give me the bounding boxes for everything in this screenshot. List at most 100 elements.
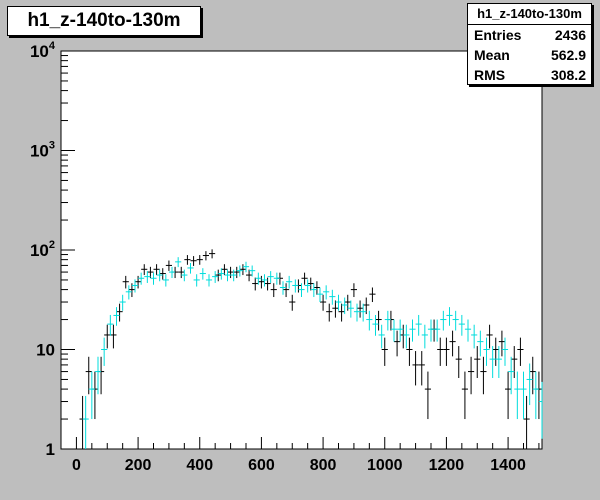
series-1: [82, 257, 543, 449]
data-point: [520, 371, 527, 420]
data-point: [110, 324, 117, 349]
histogram-title: h1_z-140to-130m: [7, 6, 201, 36]
data-point: [449, 330, 456, 357]
data-point: [486, 324, 493, 349]
data-point: [310, 283, 317, 298]
data-point: [168, 266, 176, 279]
data-point: [384, 310, 391, 331]
data-point: [335, 294, 342, 311]
data-point: [107, 314, 114, 336]
data-point: [301, 272, 308, 285]
data-point: [292, 279, 299, 293]
data-point: [372, 314, 379, 336]
data-point: [443, 337, 450, 366]
data-point: [122, 275, 129, 289]
y-axis: 1 10 102 103 104: [30, 40, 75, 459]
data-point: [532, 371, 539, 420]
data-point: [233, 266, 240, 279]
data-point: [409, 319, 416, 342]
stats-label: RMS: [474, 67, 506, 83]
data-point: [94, 356, 102, 395]
stats-value: 2436: [554, 27, 586, 43]
data-point: [455, 346, 462, 378]
data-point: [406, 337, 413, 366]
data-point: [209, 249, 216, 259]
data-point: [415, 314, 422, 336]
data-point: [249, 265, 256, 277]
data-point: [369, 287, 376, 303]
data-point: [434, 319, 441, 342]
data-point: [323, 285, 330, 300]
y-tick-label: 1: [46, 440, 55, 459]
data-point: [304, 279, 311, 293]
data-point: [538, 381, 543, 439]
data-point: [101, 337, 108, 366]
data-point: [267, 271, 274, 283]
data-point: [381, 337, 388, 366]
stats-row-mean: Mean 562.9: [468, 45, 591, 65]
data-point: [418, 351, 425, 386]
data-point: [159, 268, 166, 280]
data-point: [116, 303, 123, 322]
data-point: [458, 314, 465, 336]
data-point: [196, 255, 203, 265]
data-point: [88, 371, 95, 420]
data-point: [212, 271, 219, 283]
stats-value: 562.9: [550, 47, 586, 63]
data-point: [390, 319, 398, 342]
data-point: [193, 274, 200, 287]
data-point: [480, 356, 487, 395]
data-point: [452, 310, 459, 331]
stats-row-rms: RMS 308.2: [468, 65, 591, 85]
data-point: [437, 337, 444, 366]
data-point: [273, 272, 280, 285]
series-0: [79, 249, 542, 449]
y-tick-label: 10: [36, 341, 55, 360]
data-point: [138, 272, 145, 285]
data-point: [283, 283, 290, 298]
data-point: [175, 257, 182, 268]
data-point: [517, 337, 524, 366]
y-tick-label: 102: [30, 239, 55, 260]
data-point: [218, 268, 225, 280]
y-tick-label: 103: [30, 140, 55, 161]
stats-label: Entries: [474, 27, 522, 43]
stats-title: h1_z-140to-130m: [468, 4, 591, 25]
x-tick-label: 600: [248, 457, 275, 474]
data-point: [279, 281, 287, 295]
data-point: [239, 264, 246, 276]
data-point: [313, 281, 320, 295]
data-point: [215, 269, 222, 282]
data-point: [501, 337, 509, 366]
data-point: [511, 346, 518, 378]
y-tick-label: 104: [30, 40, 56, 61]
stats-row-entries: Entries 2436: [468, 25, 591, 45]
data-point: [153, 264, 160, 276]
data-point: [150, 272, 157, 285]
data-point: [353, 303, 361, 322]
data-point: [205, 274, 213, 287]
data-point: [119, 294, 126, 311]
data-point: [492, 337, 499, 366]
data-point: [236, 265, 243, 277]
data-point: [144, 271, 151, 283]
data-point: [514, 371, 521, 420]
x-tick-label: 0: [72, 457, 81, 474]
data-point: [446, 307, 453, 326]
x-tick-label: 400: [186, 457, 213, 474]
data-point: [131, 279, 139, 293]
data-point: [82, 395, 89, 449]
data-point: [162, 274, 169, 287]
data-point: [289, 294, 296, 311]
data-point: [190, 256, 197, 266]
data-point: [202, 251, 209, 261]
data-point: [326, 303, 333, 322]
data-point: [489, 346, 496, 378]
data-point: [246, 269, 253, 282]
data-point: [307, 277, 314, 291]
data-point: [156, 269, 163, 282]
data-point: [424, 371, 431, 420]
data-point: [483, 337, 490, 366]
data-point: [397, 319, 404, 342]
